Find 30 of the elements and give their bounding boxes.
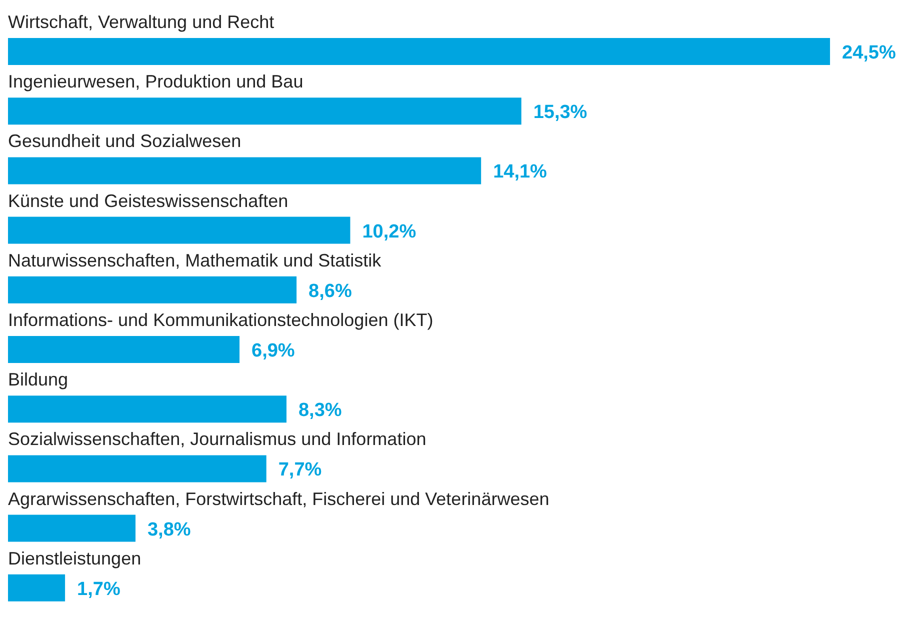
y-tick-label: Künste und Geisteswissenschaften — [8, 190, 288, 211]
y-tick-label: Ingenieurwesen, Produktion und Bau — [8, 72, 304, 92]
y-tick-label: Wirtschaft, Verwaltung und Recht — [8, 12, 274, 32]
data-label: 6,9% — [252, 340, 295, 362]
bar — [8, 157, 482, 184]
data-label: 10,2% — [362, 221, 416, 242]
bar — [8, 38, 830, 65]
bar — [8, 514, 136, 542]
data-label: 7,7% — [278, 460, 322, 481]
y-tick-label: Naturwissenschaften, Mathematik und Statistik — [8, 250, 382, 270]
bar — [8, 574, 66, 602]
data-label: 24,5% — [842, 42, 896, 64]
bar — [8, 396, 286, 423]
data-label: 1,7% — [77, 578, 120, 600]
bar — [8, 336, 240, 363]
y-tick-label: Sozialwissenschaften, Journalismus und Information — [8, 429, 426, 450]
bar — [8, 216, 350, 244]
y-tick-label: Informations- und Kommunikationstechnologien (IKT) — [8, 310, 434, 330]
data-label: 14,1% — [493, 162, 548, 183]
y-tick-label: Dienstleistungen — [8, 548, 142, 568]
data-label: 3,8% — [147, 519, 191, 540]
y-tick-label: Bildung — [8, 370, 68, 390]
data-label: 15,3% — [533, 102, 588, 124]
y-tick-label: Gesundheit und Sozialwesen — [8, 131, 242, 152]
data-label: 8,6% — [308, 280, 352, 302]
bar — [8, 98, 522, 125]
y-tick-label: Agrarwissenschaften, Forstwirtschaft, Fischerei und Veterinärwesen — [8, 488, 550, 509]
data-label: 8,3% — [298, 400, 342, 422]
bar — [8, 276, 297, 304]
bar — [8, 455, 266, 482]
